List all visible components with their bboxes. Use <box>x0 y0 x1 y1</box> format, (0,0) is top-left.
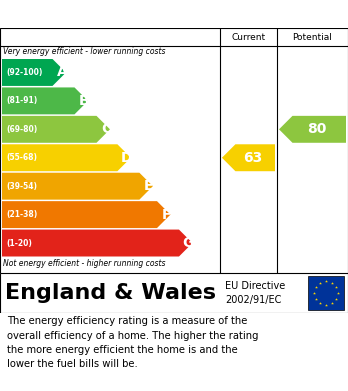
Polygon shape <box>2 144 131 171</box>
Text: (81-91): (81-91) <box>6 97 37 106</box>
Polygon shape <box>2 59 66 86</box>
Text: B: B <box>79 94 89 108</box>
Text: (1-20): (1-20) <box>6 239 32 248</box>
Text: (92-100): (92-100) <box>6 68 42 77</box>
Text: A: A <box>57 65 67 79</box>
Polygon shape <box>2 116 110 143</box>
Text: C: C <box>101 122 111 136</box>
Text: 80: 80 <box>307 122 326 136</box>
Text: Energy Efficiency Rating: Energy Efficiency Rating <box>69 7 279 22</box>
Text: E: E <box>144 179 153 193</box>
Text: (55-68): (55-68) <box>6 153 37 162</box>
Text: Very energy efficient - lower running costs: Very energy efficient - lower running co… <box>3 47 166 56</box>
Polygon shape <box>2 88 88 114</box>
Text: Not energy efficient - higher running costs: Not energy efficient - higher running co… <box>3 259 166 268</box>
Text: Potential: Potential <box>293 32 332 41</box>
Text: (69-80): (69-80) <box>6 125 37 134</box>
Polygon shape <box>279 116 346 143</box>
Text: G: G <box>183 236 194 250</box>
Polygon shape <box>2 201 171 228</box>
Polygon shape <box>2 173 153 200</box>
Text: (21-38): (21-38) <box>6 210 37 219</box>
Text: EU Directive
2002/91/EC: EU Directive 2002/91/EC <box>225 281 285 305</box>
Text: Current: Current <box>231 32 266 41</box>
Polygon shape <box>222 144 275 171</box>
Text: (39-54): (39-54) <box>6 182 37 191</box>
Polygon shape <box>2 230 192 256</box>
Text: 63: 63 <box>243 151 262 165</box>
Text: The energy efficiency rating is a measure of the
overall efficiency of a home. T: The energy efficiency rating is a measur… <box>7 316 259 369</box>
Bar <box>308 276 344 310</box>
Text: F: F <box>162 208 171 222</box>
Text: England & Wales: England & Wales <box>5 283 216 303</box>
Text: D: D <box>121 151 133 165</box>
